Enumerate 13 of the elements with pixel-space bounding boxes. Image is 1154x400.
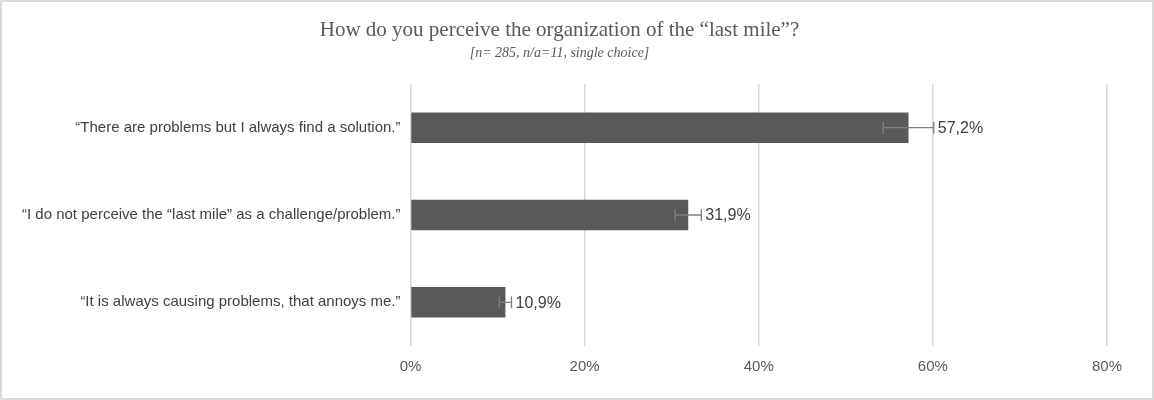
- data-label: 57,2%: [937, 119, 984, 137]
- x-tick-label: 0%: [399, 357, 422, 375]
- data-label: 10,9%: [515, 293, 561, 311]
- x-tick-label: 80%: [1091, 357, 1123, 375]
- x-tick-label: 60%: [917, 357, 948, 375]
- y-tick-label: “I do not perceive the “last mile” as a challenge/problem.”: [22, 205, 401, 223]
- data-label: 31,9%: [705, 206, 751, 224]
- x-tick-label: 40%: [743, 357, 774, 375]
- y-tick-label: “There are problems but I always find a solution.”: [75, 117, 401, 135]
- y-tick-label: “It is always causing problems, that annoys me.”: [80, 292, 401, 310]
- x-tick-label: 20%: [569, 357, 600, 375]
- chart-title: How do you perceive the organization of the “last mile”?: [319, 17, 800, 42]
- chart-subtitle: [n= 285, n/a=11, single choice]: [469, 45, 650, 61]
